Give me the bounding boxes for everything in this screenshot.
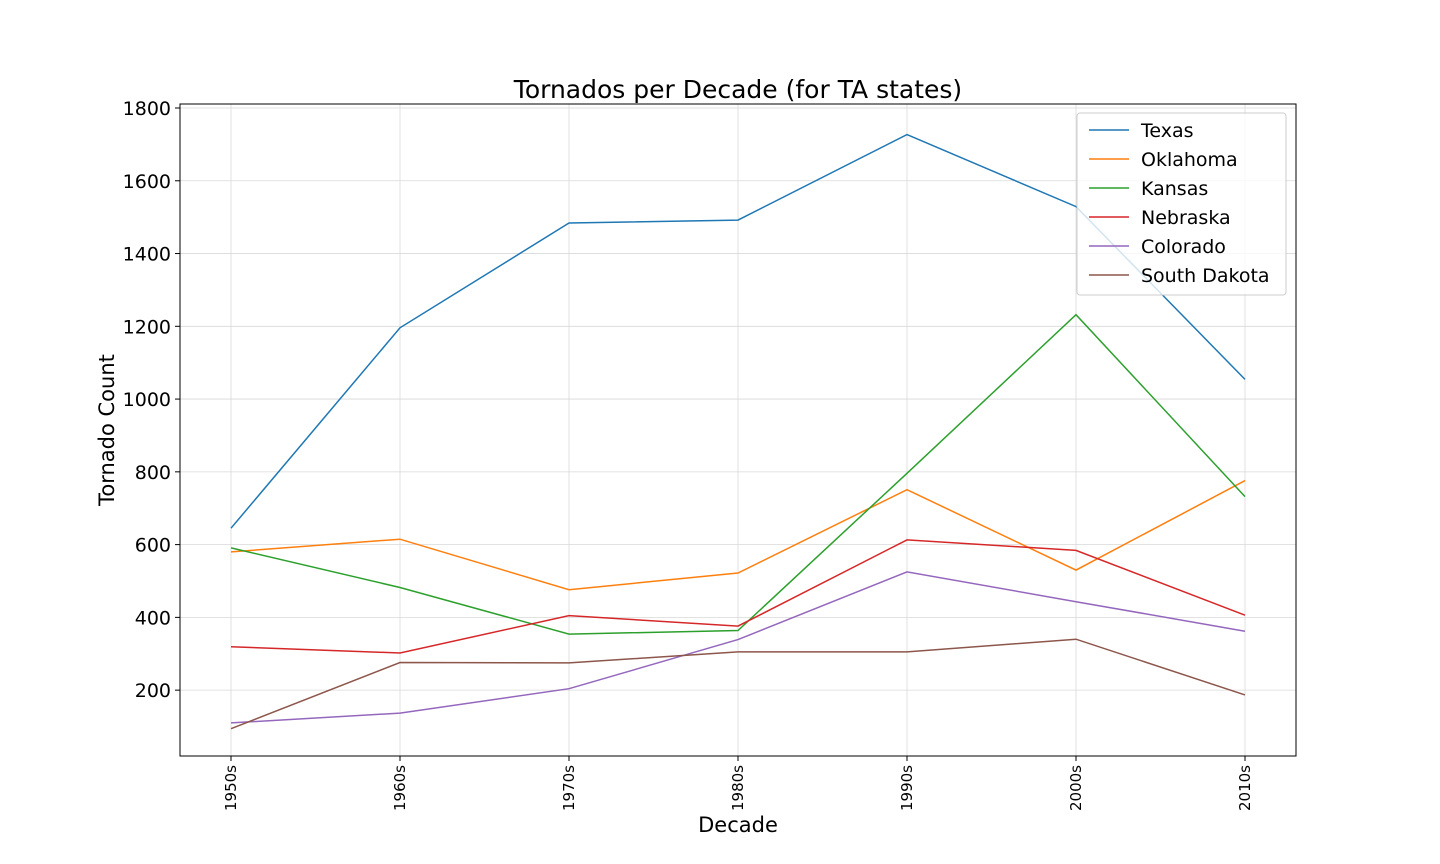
chart-title: Tornados per Decade (for TA states) [513,75,962,104]
y-tick-label: 1800 [123,98,171,120]
grid-lines [180,104,1296,756]
x-tick-label: 1950s [222,765,240,811]
y-tick-label: 600 [135,535,171,557]
series-line-colorado [230,571,1246,724]
y-tick-label: 200 [135,680,171,702]
legend-box [1076,112,1287,296]
x-tick-label: 1960s [391,765,409,811]
x-tick-label: 1990s [898,765,916,811]
legend-label: Kansas [1141,178,1208,200]
y-tick-label: 800 [135,462,171,484]
x-tick-label: 1980s [729,765,747,811]
x-tick-label: 1970s [560,765,578,811]
x-axis: 1950s 1960s 1970s 1980s 1990s 2000s 2010s [222,756,1254,811]
legend-label: Colorado [1141,236,1226,258]
legend: Texas Oklahoma Kansas Nebraska Colorado South… [1076,112,1287,296]
y-tick-label: 1000 [123,389,171,411]
legend-label: Texas [1140,120,1194,142]
legend-label: South Dakota [1141,265,1270,287]
series-line-texas [230,133,1246,529]
y-axis: 200 400 600 800 1000 1200 1400 1600 1800 [123,98,180,702]
x-axis-label: Decade [698,813,778,837]
legend-label: Nebraska [1141,207,1231,229]
y-tick-label: 1600 [123,171,171,193]
y-tick-label: 1200 [123,316,171,338]
y-axis-label: Tornado Count [95,354,119,507]
y-tick-label: 1400 [123,244,171,266]
series-line-oklahoma [230,479,1246,591]
series-line-nebraska [230,539,1246,654]
x-tick-label: 2000s [1067,765,1085,811]
x-tick-label: 2010s [1236,765,1254,811]
series-line-south-dakota [230,638,1246,730]
legend-label: Oklahoma [1141,149,1238,171]
y-tick-label: 400 [135,607,171,629]
series-line-kansas [230,313,1246,635]
series-lines [230,133,1246,730]
